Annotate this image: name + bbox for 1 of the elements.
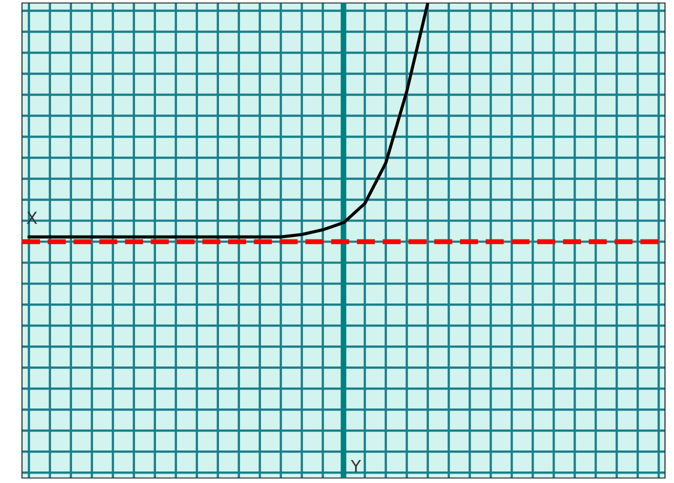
- text: Y: [350, 460, 362, 472]
